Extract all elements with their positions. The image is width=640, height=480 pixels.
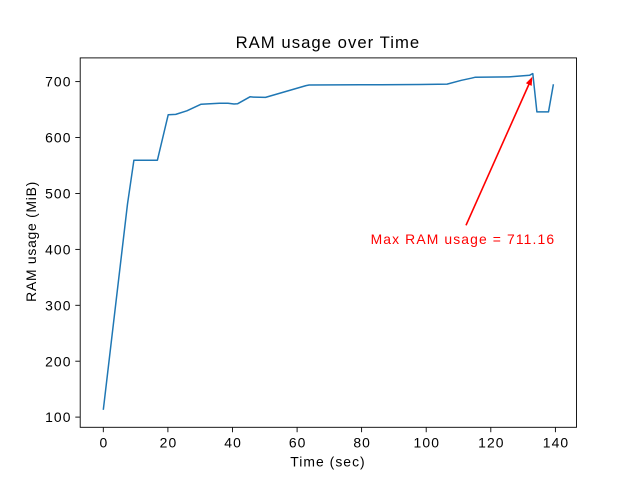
svg-text:400: 400 xyxy=(45,242,71,258)
svg-text:Time (sec): Time (sec) xyxy=(290,454,365,470)
svg-text:60: 60 xyxy=(289,435,307,451)
svg-text:500: 500 xyxy=(45,186,71,202)
svg-text:100: 100 xyxy=(414,435,440,451)
svg-text:100: 100 xyxy=(45,409,71,425)
svg-text:200: 200 xyxy=(45,353,71,369)
svg-text:RAM usage (MiB): RAM usage (MiB) xyxy=(23,181,39,302)
svg-text:300: 300 xyxy=(45,297,71,313)
svg-text:120: 120 xyxy=(478,435,504,451)
svg-text:140: 140 xyxy=(543,435,569,451)
svg-text:20: 20 xyxy=(160,435,178,451)
svg-text:600: 600 xyxy=(45,130,71,146)
svg-text:Max RAM usage = 711.16: Max RAM usage = 711.16 xyxy=(371,231,556,247)
svg-text:RAM usage over Time: RAM usage over Time xyxy=(236,33,421,52)
svg-text:0: 0 xyxy=(99,435,108,451)
svg-text:700: 700 xyxy=(45,74,71,90)
svg-text:40: 40 xyxy=(224,435,242,451)
svg-text:80: 80 xyxy=(353,435,371,451)
